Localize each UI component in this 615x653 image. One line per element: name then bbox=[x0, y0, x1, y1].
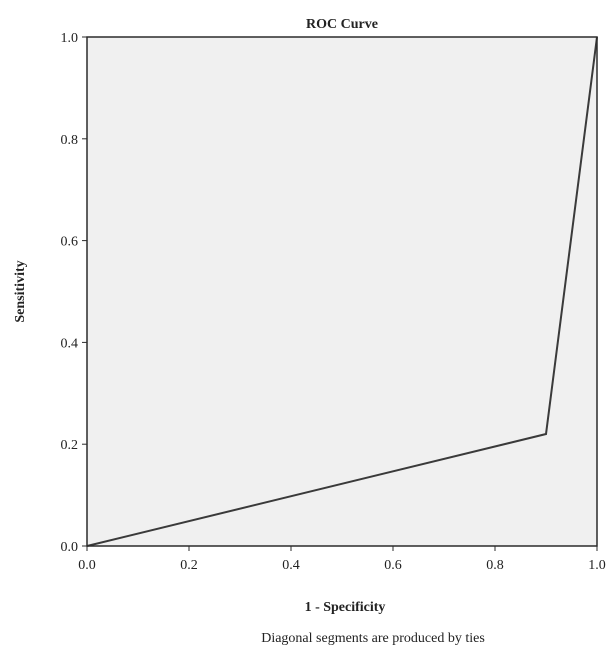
x-tick-label: 0.4 bbox=[282, 558, 300, 573]
chart-title: ROC Curve bbox=[306, 17, 378, 32]
y-tick-label: 0.4 bbox=[61, 336, 79, 351]
x-axis-title: 1 - Specificity bbox=[305, 600, 386, 615]
series-layer bbox=[86, 36, 598, 547]
y-tick-label: 1.0 bbox=[61, 31, 79, 46]
footnote: Diagonal segments are produced by ties bbox=[261, 631, 485, 646]
x-tick-label: 0.2 bbox=[180, 558, 198, 573]
axis-ticks: 0.0 0.2 0.4 0.6 0.8 1.0 0.0 0.2 0.4 0.6 0.8 1.0 bbox=[61, 31, 606, 573]
x-tick-label: 0.6 bbox=[384, 558, 402, 573]
x-tick-label: 1.0 bbox=[588, 558, 606, 573]
y-tick-label: 0.2 bbox=[61, 438, 79, 453]
y-tick-label: 0.6 bbox=[61, 235, 79, 250]
x-tick-label: 0.8 bbox=[486, 558, 504, 573]
x-tick-label: 0.0 bbox=[78, 558, 96, 573]
y-tick-label: 0.0 bbox=[61, 540, 79, 555]
y-axis-title: Sensitivity bbox=[13, 260, 28, 322]
plot-frame bbox=[86, 36, 598, 547]
plot-area bbox=[87, 37, 597, 546]
y-tick-label: 0.8 bbox=[61, 133, 79, 148]
roc-curve-line bbox=[86, 36, 598, 547]
